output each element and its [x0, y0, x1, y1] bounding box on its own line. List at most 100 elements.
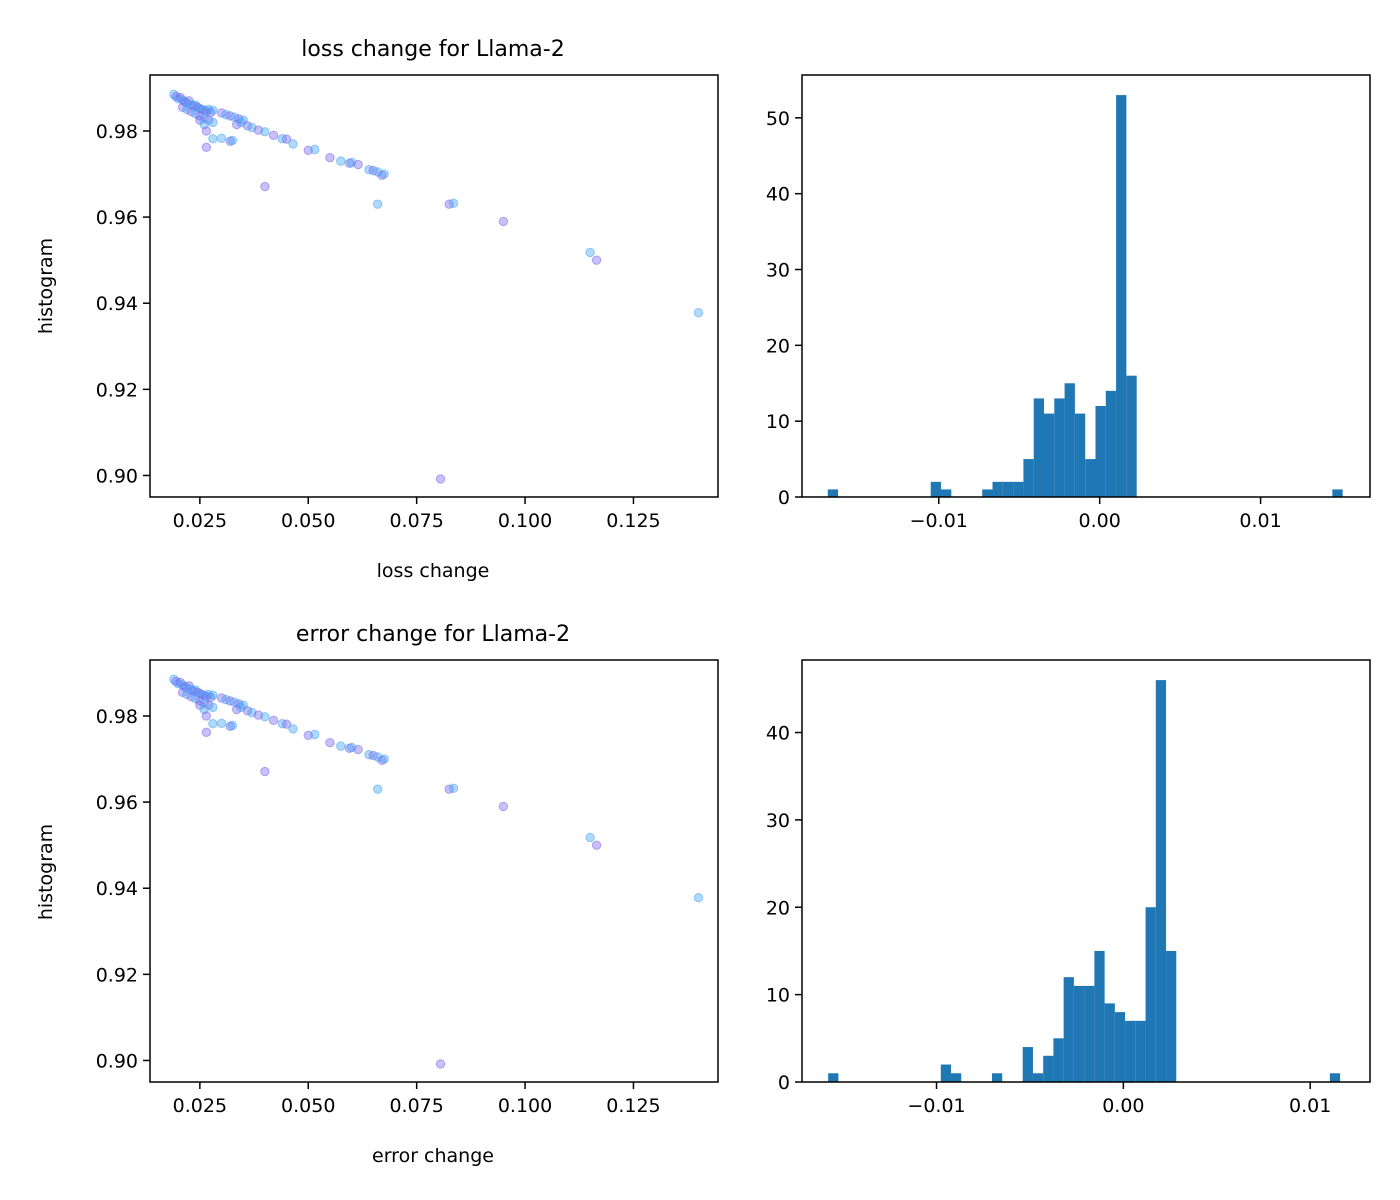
- scatter-point: [585, 247, 595, 258]
- x-tick-label: 0.075: [389, 1095, 443, 1117]
- scatter-point: [216, 133, 227, 144]
- loss-change-scatter-panel: loss change for Llama-2 loss change hist…: [35, 37, 719, 582]
- y-tick-label: 0.92: [96, 964, 138, 986]
- x-tick-label: −0.01: [910, 510, 968, 532]
- scatter-point: [208, 134, 218, 144]
- histogram-bar: [1064, 383, 1075, 497]
- scatter-point: [190, 109, 201, 119]
- error-change-scatter-panel: error change for Llama-2 error change hi…: [35, 622, 719, 1167]
- axes-frame: [149, 659, 719, 1083]
- chart-title-loss: loss change for Llama-2: [301, 37, 564, 62]
- y-tick-label: 0.94: [96, 878, 138, 900]
- histogram-bar: [930, 481, 942, 497]
- y-tick-label: 0.98: [96, 706, 138, 728]
- histogram-bar: [1125, 1020, 1136, 1082]
- y-axis-label-error: histogram: [35, 824, 57, 920]
- axes-frame: [801, 74, 1371, 498]
- scatter-point: [260, 712, 270, 722]
- scatter-point: [325, 737, 335, 748]
- histogram-bar: [1023, 459, 1034, 497]
- y-tick-label: 0: [778, 487, 790, 509]
- y-tick-label: 0: [778, 1072, 790, 1094]
- y-tick-label: 0.96: [96, 792, 138, 814]
- histogram-bar: [982, 489, 993, 497]
- scatter-point: [498, 801, 509, 812]
- scatter-point: [448, 198, 459, 209]
- scatter-point: [336, 156, 346, 166]
- scatter-point: [201, 727, 212, 738]
- y-tick-label: 20: [766, 335, 790, 357]
- scatter-point: [201, 711, 212, 721]
- scatter-point: [336, 741, 346, 751]
- scatter-point: [435, 474, 446, 484]
- scatter-point: [379, 169, 389, 179]
- y-tick-label: 10: [766, 985, 790, 1007]
- histogram-bar: [827, 489, 839, 497]
- x-tick-label: 0.025: [173, 510, 227, 532]
- error-change-histogram-panel: −0.01 0.00 0.01 0 10 20 30 40: [766, 659, 1371, 1117]
- scatter-point: [177, 687, 188, 697]
- loss-change-histogram-panel: −0.01 0.00 0.01 0 10 20 30 40 50: [766, 74, 1371, 532]
- scatter-point: [288, 139, 298, 149]
- scatter-point: [260, 181, 270, 192]
- scatter-point: [379, 754, 389, 764]
- scatter-point: [260, 127, 270, 137]
- x-tick-label: −0.01: [907, 1095, 965, 1117]
- y-tick-label: 0.94: [96, 293, 138, 315]
- scatter-point: [693, 307, 704, 318]
- x-tick-label: 0.125: [606, 510, 660, 532]
- histogram-bar: [1145, 907, 1156, 1082]
- histogram-bar: [992, 481, 1003, 497]
- scatter-point: [201, 126, 212, 136]
- scatter-point: [227, 720, 238, 731]
- x-axis-label-error: error change: [372, 1145, 494, 1167]
- scatter-point: [190, 694, 201, 704]
- x-tick-label: 0.125: [606, 1095, 660, 1117]
- scatter-point: [216, 718, 227, 728]
- scatter-point: [177, 102, 188, 112]
- scatter-point: [260, 766, 270, 777]
- scatter-point: [281, 719, 292, 729]
- scatter-point: [585, 832, 595, 843]
- x-tick-label: 0.00: [1102, 1095, 1144, 1117]
- scatter-point: [208, 702, 218, 713]
- scatter-point: [232, 119, 242, 130]
- histogram-bar: [1166, 950, 1177, 1082]
- histogram-bar: [1094, 950, 1105, 1082]
- x-tick-label: 0.025: [173, 1095, 227, 1117]
- scatter-point: [591, 255, 602, 265]
- histogram-bar: [1114, 1012, 1126, 1082]
- scatter-point: [268, 715, 279, 725]
- scatter-point: [232, 704, 242, 715]
- histogram-bar: [1033, 398, 1045, 497]
- histogram-bar: [951, 1073, 962, 1082]
- scatter-point: [208, 117, 218, 128]
- y-tick-label: 20: [766, 897, 790, 919]
- scatter-point: [208, 690, 218, 701]
- y-tick-label: 40: [766, 723, 790, 745]
- histogram-bar: [1022, 1047, 1033, 1082]
- scatter-point: [281, 134, 292, 144]
- histogram-bar: [1155, 680, 1167, 1082]
- y-tick-label: 0.90: [96, 465, 138, 487]
- scatter-point: [199, 113, 209, 123]
- histogram-bar: [940, 1064, 952, 1082]
- histogram-bar: [1053, 1038, 1064, 1082]
- scatter-point: [372, 199, 383, 209]
- histogram-bar: [1329, 1073, 1341, 1082]
- histogram-bar: [1104, 1003, 1115, 1082]
- scatter-point: [310, 729, 320, 740]
- scatter-point: [325, 152, 335, 163]
- histogram-bar: [1043, 1055, 1054, 1082]
- histogram-bar: [1116, 95, 1127, 497]
- histogram-bar: [1073, 985, 1085, 1082]
- histogram-bar: [1084, 985, 1095, 1082]
- histogram-bar: [1126, 375, 1137, 497]
- axes-frame: [149, 74, 719, 498]
- scatter-point: [435, 1059, 446, 1069]
- histogram-bar: [828, 1073, 839, 1082]
- y-tick-label: 0.96: [96, 207, 138, 229]
- y-tick-label: 40: [766, 184, 790, 206]
- scatter-point: [201, 142, 212, 153]
